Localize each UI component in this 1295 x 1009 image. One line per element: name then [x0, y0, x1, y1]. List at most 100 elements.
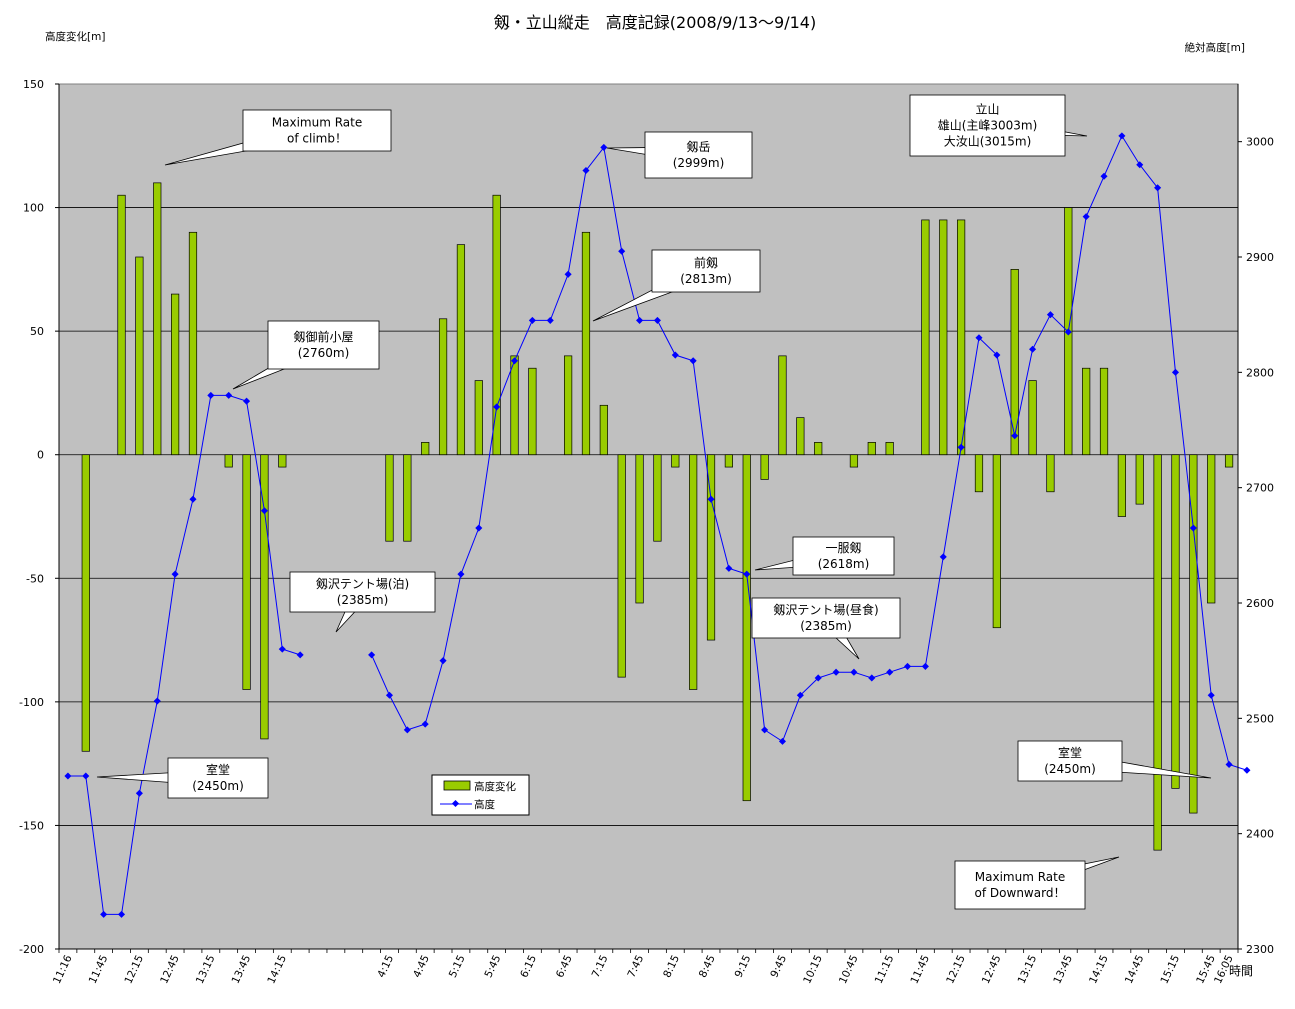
altitude-point — [921, 662, 929, 670]
x-tick-label: 14:45 — [1123, 953, 1147, 986]
callout-annotation: 一服剱 (2618m) — [754, 536, 895, 576]
altitude-point — [689, 357, 697, 365]
altitude-point — [1243, 766, 1251, 774]
x-tick-label: 12:15 — [122, 953, 146, 986]
bar-altitude-change — [939, 219, 948, 456]
callout-text: (2385m) — [337, 593, 389, 607]
y-tick-label-right: 2900 — [1246, 251, 1274, 264]
y-tick-label-right: 2600 — [1246, 597, 1274, 610]
legend-bar-swatch — [443, 780, 471, 791]
x-axis-label: 時間 — [1229, 964, 1253, 978]
bar-altitude-change — [1135, 454, 1144, 505]
altitude-point — [868, 674, 876, 682]
callout-text: Maximum Rate — [975, 870, 1065, 884]
altitude-point — [64, 772, 72, 780]
altitude-point — [886, 668, 894, 676]
callout-annotation: 室堂 (2450m) — [96, 757, 269, 799]
bar-altitude-change — [1153, 454, 1162, 851]
bar-altitude-change — [778, 355, 787, 456]
bar-altitude-change — [760, 454, 769, 480]
bar-altitude-change — [1046, 454, 1055, 493]
bar-altitude-change — [135, 256, 144, 456]
altitude-point — [671, 351, 679, 359]
y-tick-label-left: 50 — [30, 325, 44, 338]
bar-altitude-change — [153, 182, 162, 456]
altitude-point — [189, 495, 197, 503]
x-tick-label: 6:15 — [518, 953, 539, 979]
y-tick-label-left: -150 — [19, 819, 44, 832]
altitude-point — [618, 247, 626, 255]
bar-altitude-change — [403, 454, 412, 542]
bar-altitude-change — [921, 219, 930, 456]
x-tick-label: 4:15 — [375, 953, 396, 979]
bar-altitude-change — [1189, 454, 1198, 814]
callout-annotation: 剱沢テント場(昼食) (2385m) — [751, 597, 901, 660]
altitude-point — [457, 570, 465, 578]
bar-altitude-change — [689, 454, 698, 690]
y-tick-label-left: 150 — [23, 78, 44, 91]
altitude-point — [743, 570, 751, 578]
altitude-point — [100, 910, 108, 918]
bar-altitude-change — [456, 244, 466, 456]
bar-altitude-change — [188, 231, 198, 456]
callout-text: 一服剱 — [825, 541, 861, 555]
bar-altitude-change — [706, 454, 716, 641]
x-tick-label: 12:15 — [944, 953, 968, 986]
altitude-point — [796, 691, 804, 699]
bar-altitude-change — [867, 442, 876, 456]
altitude-point — [957, 443, 965, 451]
callout-text: 室堂 — [206, 762, 230, 777]
y-axis-left-label: 高度変化[m] — [45, 30, 105, 43]
callout-text: (2760m) — [298, 346, 350, 360]
callout-text: 立山 — [975, 102, 999, 117]
x-tick-label: 8:45 — [697, 953, 718, 979]
bar-altitude-change — [1117, 454, 1126, 517]
x-tick-label: 15:15 — [1159, 953, 1183, 986]
bar-altitude-change — [1010, 269, 1019, 456]
x-tick-label: 8:15 — [661, 953, 682, 979]
altitude-point — [117, 910, 126, 918]
x-tick-label: 14:15 — [1087, 953, 1111, 986]
altitude-point — [207, 391, 215, 399]
x-tick-label: 7:45 — [625, 953, 646, 979]
callout-text: of Downward！ — [975, 886, 1066, 900]
chart-title: 剱・立山縦走 高度記録(2008/9/13～9/14) — [494, 13, 816, 32]
legend-label-bar: 高度変化 — [474, 780, 516, 793]
altitude-point — [475, 524, 483, 532]
altitude-point — [296, 651, 304, 659]
x-tick-label: 9:45 — [768, 953, 789, 979]
callout-text: (2618m) — [818, 557, 870, 571]
callout-annotation: 室堂 (2450m) — [1017, 740, 1212, 782]
bar-altitude-change — [814, 442, 823, 456]
bar-altitude-change — [1082, 367, 1091, 456]
altitude-line-segment — [371, 134, 1248, 771]
callout-annotation: Maximum Rate of Downward！ — [954, 856, 1120, 910]
bar-altitude-change — [581, 231, 591, 456]
callout-annotation: 剱沢テント場(泊) (2385m) — [289, 571, 436, 633]
plot-area — [58, 83, 1239, 950]
bar-altitude-change — [492, 194, 501, 456]
bar-altitude-change — [885, 442, 894, 456]
bar-altitude-change — [260, 454, 269, 740]
legend-line-marker — [451, 799, 460, 808]
altitude-point — [278, 645, 286, 653]
altitude-point — [761, 726, 769, 734]
callout-text: of climb！ — [287, 132, 347, 146]
bar-altitude-change — [474, 380, 483, 456]
altitude-point — [832, 668, 840, 676]
callout-text: 雄山(主峰3003m) — [938, 118, 1038, 133]
bar-altitude-change — [510, 355, 519, 456]
altitude-point — [725, 564, 733, 572]
altitude-point — [993, 351, 1001, 359]
callout-text: (2450m) — [1044, 762, 1096, 776]
altitude-point — [1011, 432, 1019, 440]
altitude-point — [439, 657, 447, 665]
bar-altitude-change — [992, 454, 1001, 629]
y-tick-label-left: -200 — [19, 943, 44, 956]
bar-altitude-change — [438, 318, 448, 456]
bar-altitude-change — [796, 417, 805, 456]
callout-text: (2999m) — [673, 156, 725, 170]
altitude-point — [368, 651, 376, 659]
callout-annotation: 前剱 (2813m) — [592, 249, 761, 322]
